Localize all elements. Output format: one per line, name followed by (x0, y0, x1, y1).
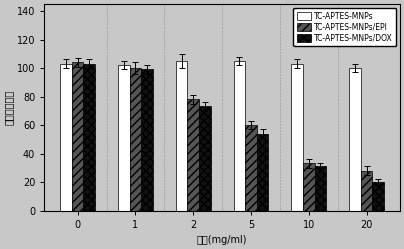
Bar (292, 64, 303, 210)
Bar (245, 125, 257, 210)
Bar (187, 99, 199, 210)
Bar (199, 107, 210, 210)
Bar (130, 68, 141, 210)
Bar (72, 62, 84, 210)
Bar (257, 133, 268, 210)
Bar (349, 68, 361, 210)
X-axis label: 浓度(mg/ml): 浓度(mg/ml) (197, 235, 247, 245)
Legend: TC-APTES-MNPs, TC-APTES-MNPs/EPI, TC-APTES-MNPs/DOX: TC-APTES-MNPs, TC-APTES-MNPs/EPI, TC-APT… (293, 8, 396, 46)
Bar (60, 64, 72, 210)
Bar (372, 182, 384, 210)
Bar (315, 166, 326, 210)
Y-axis label: 相对细胞活力: 相对细胞活力 (4, 90, 14, 125)
Bar (234, 61, 245, 210)
Bar (176, 61, 187, 210)
Bar (84, 64, 95, 210)
Bar (303, 164, 315, 210)
Bar (361, 171, 372, 210)
Bar (141, 69, 153, 210)
Bar (118, 65, 130, 210)
